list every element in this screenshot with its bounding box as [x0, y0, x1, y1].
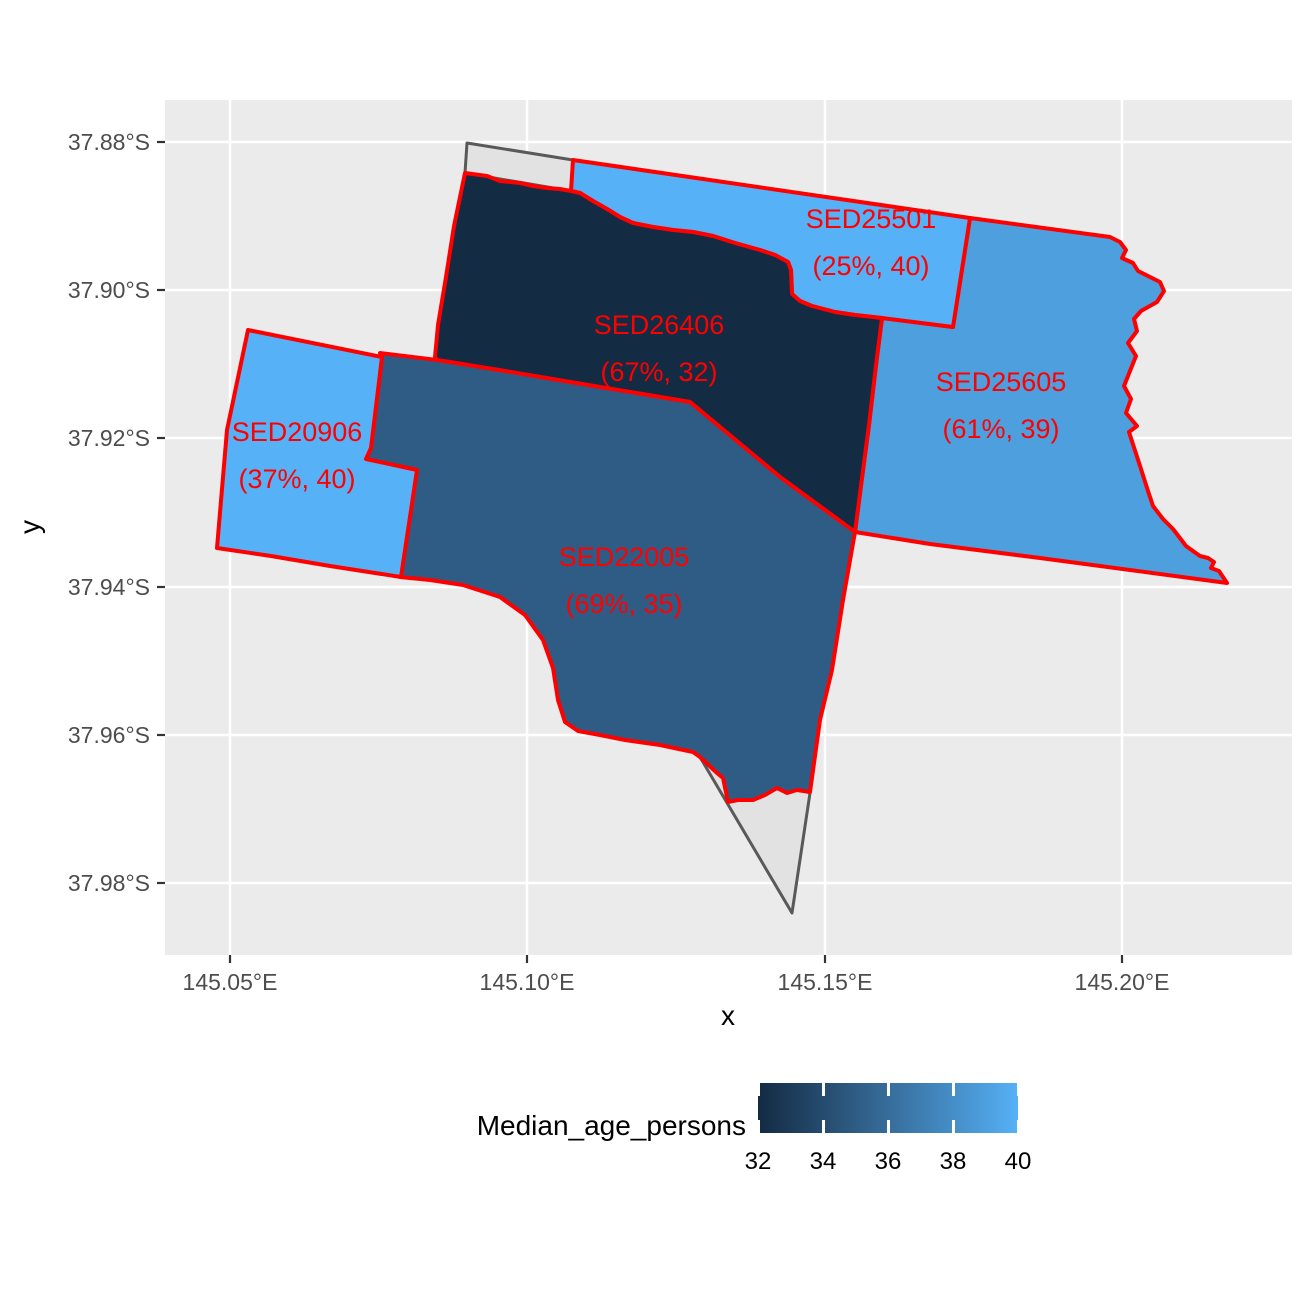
y-tick-label: 37.98°S: [67, 870, 150, 896]
x-tick-label: 145.20°E: [1074, 969, 1170, 995]
region-label-SED26406: SED26406 (67%, 32): [594, 302, 725, 396]
region-id-text: SED22005: [558, 542, 690, 572]
region-stats-text: (67%, 32): [600, 357, 718, 387]
y-axis-title: y: [14, 520, 45, 534]
region-id-text: SED25605: [935, 367, 1067, 397]
region-stats-text: (37%, 40): [238, 464, 356, 494]
legend-tick-mark: [1016, 1083, 1018, 1096]
legend-tick-mark: [886, 1083, 890, 1096]
x-tick-label: 145.15°E: [777, 969, 873, 995]
region-label-SED22005: SED22005 (69%, 35): [559, 534, 690, 628]
x-axis-title: x: [721, 1000, 735, 1031]
region-label-SED20906: SED20906 (37%, 40): [232, 409, 363, 503]
legend-tick-mark: [951, 1120, 955, 1133]
legend-tick-mark: [821, 1083, 825, 1096]
legend-tick-mark: [758, 1120, 760, 1133]
legend-title: Median_age_persons: [476, 1110, 746, 1141]
y-tick-label: 37.96°S: [67, 722, 150, 748]
region-SED25605: [853, 216, 1229, 585]
y-tick-label: 37.94°S: [67, 574, 150, 600]
region-stats-text: (61%, 39): [942, 414, 1060, 444]
x-tick-label: 145.05°E: [182, 969, 278, 995]
region-label-SED25605: SED25605 (61%, 39): [936, 359, 1067, 453]
y-tick-label: 37.90°S: [67, 277, 150, 303]
legend-value-label: 36: [874, 1148, 902, 1175]
region-id-text: SED25501: [805, 204, 937, 234]
region-stats-text: (69%, 35): [565, 589, 683, 619]
region-label-SED25501: SED25501 (25%, 40): [806, 196, 937, 290]
region-SED22005: [364, 351, 857, 804]
region-SED20906: [215, 328, 419, 579]
y-tick-label: 37.92°S: [67, 425, 150, 451]
x-tick-label: 145.10°E: [479, 969, 575, 995]
legend-value-label: 34: [809, 1148, 837, 1175]
y-tick-label: 37.88°S: [67, 129, 150, 155]
legend-value-label: 38: [939, 1148, 967, 1175]
region-id-text: SED20906: [231, 417, 363, 447]
legend-tick-mark: [951, 1083, 955, 1096]
region-stats-text: (25%, 40): [812, 251, 930, 281]
legend-tick-mark: [886, 1120, 890, 1133]
legend-tick-mark: [1016, 1120, 1018, 1133]
region-id-text: SED26406: [593, 310, 725, 340]
legend-tick-mark: [821, 1120, 825, 1133]
legend-value-label: 40: [1004, 1148, 1032, 1175]
legend-value-label: 32: [744, 1148, 772, 1175]
legend-gradient-bar: [758, 1083, 1018, 1133]
legend-tick-mark: [758, 1083, 760, 1096]
